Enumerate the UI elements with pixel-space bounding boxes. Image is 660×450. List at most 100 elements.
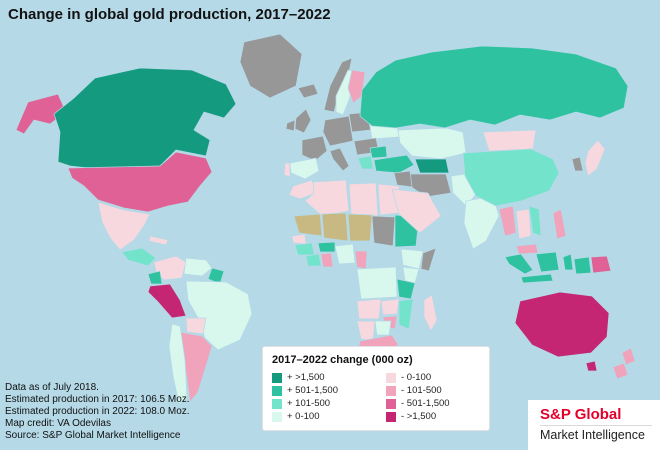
country-finland [347, 69, 366, 104]
country-turkey [373, 154, 415, 174]
country-iceland [297, 83, 319, 99]
legend-label: - 501-1,500 [401, 398, 450, 409]
country-mali [321, 212, 349, 242]
legend-label: - 0-100 [401, 372, 432, 383]
country-iraq [393, 170, 413, 188]
country-botswana [374, 320, 392, 336]
country-cuba [148, 235, 169, 246]
country-greenland [239, 33, 303, 99]
country-papua-new-guinea [590, 255, 612, 274]
country-new-zealand [612, 362, 629, 380]
legend-item: + 0-100 [272, 411, 366, 422]
country-senegal [291, 233, 307, 245]
country-japan [584, 139, 606, 177]
legend-column-decrease: - 0-100 - 101-500 - 501-1,500 - >1,500 [386, 370, 480, 424]
country-canada [53, 67, 237, 169]
legend-label: + 0-100 [287, 411, 320, 422]
country-brazil [185, 280, 253, 351]
country-indonesia [520, 273, 554, 284]
country-thailand [515, 208, 532, 240]
legend-column-increase: + >1,500 + 501-1,500 + 101-500 + 0-100 [272, 370, 366, 424]
legend: 2017–2022 change (000 oz) + >1,500 + 501… [262, 346, 490, 431]
footnote-source: Source: S&P Global Market Intelligence [5, 430, 181, 441]
country-peru [147, 283, 187, 319]
legend-item: - 501-1,500 [386, 398, 480, 409]
country-drc [356, 266, 398, 300]
legend-swatch [386, 398, 396, 409]
country-korea [571, 156, 584, 172]
country-mauritania [293, 213, 323, 237]
legend-swatch [386, 411, 396, 422]
country-norway [323, 57, 353, 113]
country-saudi-arabia [391, 188, 442, 234]
country-uzbekistan [414, 158, 450, 174]
legend-item: - >1,500 [386, 411, 480, 422]
legend-label: + 101-500 [287, 398, 331, 409]
country-bolivia [185, 317, 207, 335]
legend-label: + >1,500 [287, 372, 325, 383]
brand-division: Market Intelligence [540, 425, 652, 442]
country-chile [168, 323, 188, 405]
footnotes: Data as of July 2018. Estimated producti… [5, 382, 190, 442]
legend-label: - >1,500 [401, 411, 437, 422]
page-title: Change in global gold production, 2017–2… [8, 6, 331, 23]
country-indonesia [504, 253, 534, 275]
country-guinea [294, 242, 315, 256]
country-france [301, 135, 328, 162]
brand-name: S&P Global [540, 406, 622, 423]
country-usa [67, 151, 213, 213]
legend-swatch [272, 398, 282, 409]
country-italy [329, 147, 350, 172]
country-libya [348, 182, 379, 217]
country-ivory-coast [305, 253, 322, 267]
country-central-europe [322, 115, 354, 147]
country-malaysia [515, 243, 539, 255]
country-angola [356, 298, 382, 320]
country-australia [514, 291, 610, 358]
country-chad [371, 215, 396, 247]
country-ecuador [147, 270, 163, 285]
country-kazakhstan [397, 127, 467, 160]
footnote-data-as-of: Data as of July 2018. [5, 382, 99, 393]
legend-title: 2017–2022 change (000 oz) [272, 354, 413, 366]
country-indonesia [562, 253, 574, 271]
country-cameroon [354, 250, 368, 270]
country-greece [357, 155, 374, 170]
country-burkina-faso [317, 241, 336, 253]
legend-swatch [272, 372, 282, 383]
country-philippines [552, 208, 567, 240]
country-madagascar [423, 294, 438, 332]
country-papua-west [573, 256, 592, 275]
legend-item: - 101-500 [386, 385, 480, 396]
country-nigeria [334, 243, 356, 265]
footnote-production-2022: Estimated production in 2022: 108.0 Moz. [5, 406, 190, 417]
legend-swatch [272, 385, 282, 396]
country-ireland [285, 119, 296, 132]
country-namibia [356, 320, 376, 342]
country-venezuela [183, 257, 213, 277]
country-spain [289, 157, 320, 180]
country-tasmania [585, 360, 598, 372]
country-portugal [283, 162, 291, 178]
country-mozambique [398, 298, 414, 330]
country-indonesia [535, 251, 560, 273]
footnote-map-credit: Map credit: VA Odevilas [5, 418, 111, 429]
country-uk [294, 108, 312, 134]
country-china [462, 148, 560, 207]
country-central-america [121, 247, 157, 267]
legend-swatch [386, 385, 396, 396]
country-vietnam [528, 205, 542, 237]
country-ghana [320, 252, 334, 268]
legend-item: - 0-100 [386, 372, 480, 383]
legend-item: + 101-500 [272, 398, 366, 409]
country-new-zealand [621, 347, 636, 366]
country-niger [347, 213, 373, 242]
country-russia [359, 45, 629, 129]
legend-item: + 501-1,500 [272, 385, 366, 396]
country-ethiopia [400, 248, 424, 270]
country-myanmar [498, 205, 517, 237]
country-mongolia [482, 129, 537, 152]
country-mexico [97, 201, 151, 251]
brand-box: S&P Global Market Intelligence [528, 400, 660, 450]
